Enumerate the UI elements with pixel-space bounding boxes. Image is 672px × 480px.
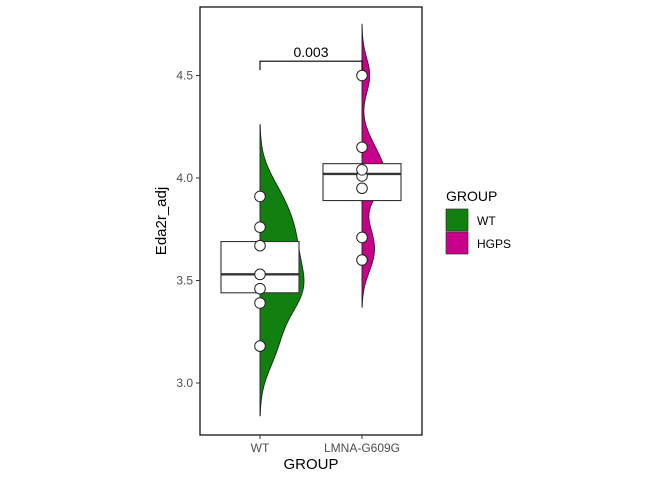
legend-key-wt <box>445 208 469 232</box>
plot-area <box>220 23 402 417</box>
data-point <box>356 182 368 195</box>
data-point <box>356 164 368 176</box>
data-point <box>254 297 266 309</box>
y-tick-label: 3.5 <box>176 274 193 288</box>
significance-label: 0.003 <box>293 44 328 60</box>
data-point <box>254 221 266 233</box>
significance-bracket <box>259 60 363 71</box>
data-point <box>356 141 368 154</box>
legend-label-hgps: HGPS <box>477 237 511 251</box>
panel-border <box>199 6 423 436</box>
data-point <box>356 254 368 266</box>
legend-label-wt: WT <box>477 214 496 228</box>
y-axis: 3.0 3.5 4.0 4.5 <box>176 69 200 390</box>
data-point <box>254 268 266 281</box>
x-tick-label: WT <box>251 441 270 455</box>
y-tick-label: 4.5 <box>176 69 193 83</box>
data-point <box>254 239 266 252</box>
y-tick-label: 4.0 <box>176 171 193 185</box>
data-point <box>356 69 368 82</box>
data-point <box>254 282 266 295</box>
data-point <box>356 231 368 244</box>
legend-title: GROUP <box>446 188 497 204</box>
significance-annotation: 0.003 <box>259 44 363 71</box>
x-axis: WT LMNA-G609G <box>251 435 400 455</box>
legend: GROUP WT HGPS <box>445 188 511 255</box>
y-tick-label: 3.0 <box>176 376 193 390</box>
x-axis-title: GROUP <box>283 456 338 473</box>
x-tick-label: LMNA-G609G <box>324 441 400 455</box>
data-point <box>254 190 266 203</box>
y-axis-title: Eda2r_adj <box>153 187 170 255</box>
legend-key-hgps <box>445 231 469 255</box>
data-point <box>254 340 266 352</box>
